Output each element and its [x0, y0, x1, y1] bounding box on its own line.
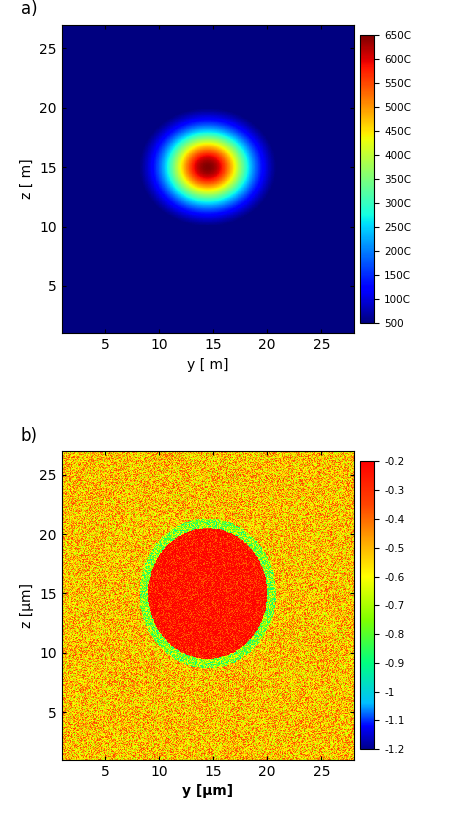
Y-axis label: z [ m]: z [ m] — [19, 158, 34, 199]
Y-axis label: z [μm]: z [μm] — [19, 583, 34, 627]
Text: b): b) — [21, 426, 38, 444]
Text: a): a) — [21, 0, 37, 18]
X-axis label: y [ m]: y [ m] — [187, 358, 228, 372]
X-axis label: y [μm]: y [μm] — [182, 784, 233, 798]
